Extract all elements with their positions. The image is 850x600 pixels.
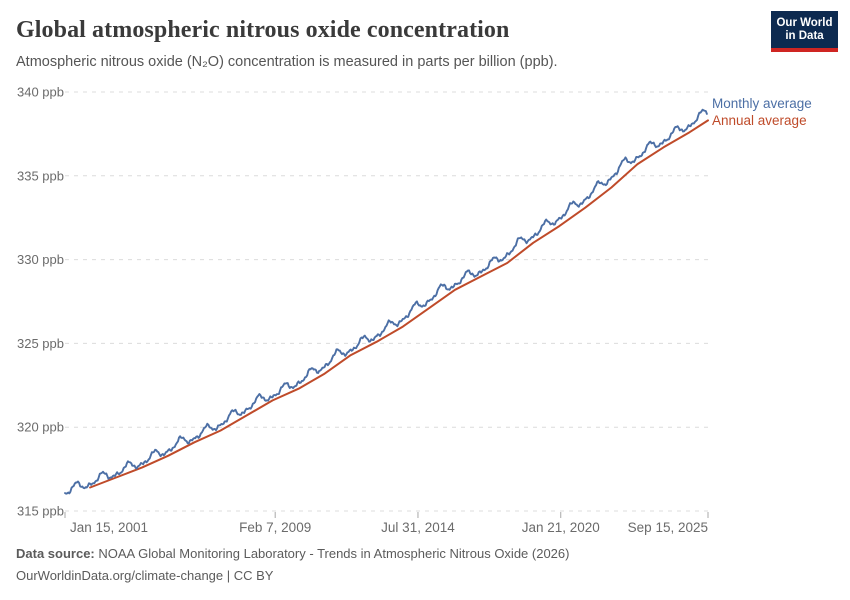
data-source-label: Data source:: [16, 546, 95, 561]
owid-logo-line1: Our World: [776, 17, 833, 29]
owid-url-link[interactable]: OurWorldinData.org/climate-change: [16, 568, 224, 583]
footer-source-line: Data source: NOAA Global Monitoring Labo…: [16, 546, 569, 561]
chart-subtitle: Atmospheric nitrous oxide (N₂O) concentr…: [16, 54, 558, 70]
x-axis-label: Feb 7, 2009: [239, 520, 311, 535]
owid-logo-line2: in Data: [785, 30, 824, 42]
x-axis-label: Jan 15, 2001: [70, 520, 148, 535]
monthly-average-line: [64, 108, 708, 495]
owid-logo[interactable]: Our World in Data: [771, 11, 838, 52]
y-axis-label: 335 ppb: [17, 168, 64, 183]
x-axis-label: Jul 31, 2014: [381, 520, 455, 535]
cc-by-license-link[interactable]: CC BY: [233, 568, 274, 583]
footer-separator: |: [223, 568, 234, 583]
footer-license-line: OurWorldinData.org/climate-change | CC B…: [16, 568, 273, 583]
y-axis-label: 320 ppb: [17, 420, 64, 435]
data-source-text: NOAA Global Monitoring Laboratory - Tren…: [94, 546, 570, 561]
x-axis-label: Jan 21, 2020: [522, 520, 600, 535]
y-axis-label: 315 ppb: [17, 504, 64, 519]
annual-average-line: [89, 119, 709, 489]
y-axis-label: 330 ppb: [17, 252, 64, 267]
y-axis-label: 325 ppb: [17, 336, 64, 351]
legend-item-annual-average[interactable]: Annual average: [712, 113, 807, 128]
legend-item-monthly-average[interactable]: Monthly average: [712, 96, 812, 111]
x-axis-label: Sep 15, 2025: [628, 520, 708, 535]
y-axis-label: 340 ppb: [17, 85, 64, 100]
page-title: Global atmospheric nitrous oxide concent…: [16, 17, 510, 43]
